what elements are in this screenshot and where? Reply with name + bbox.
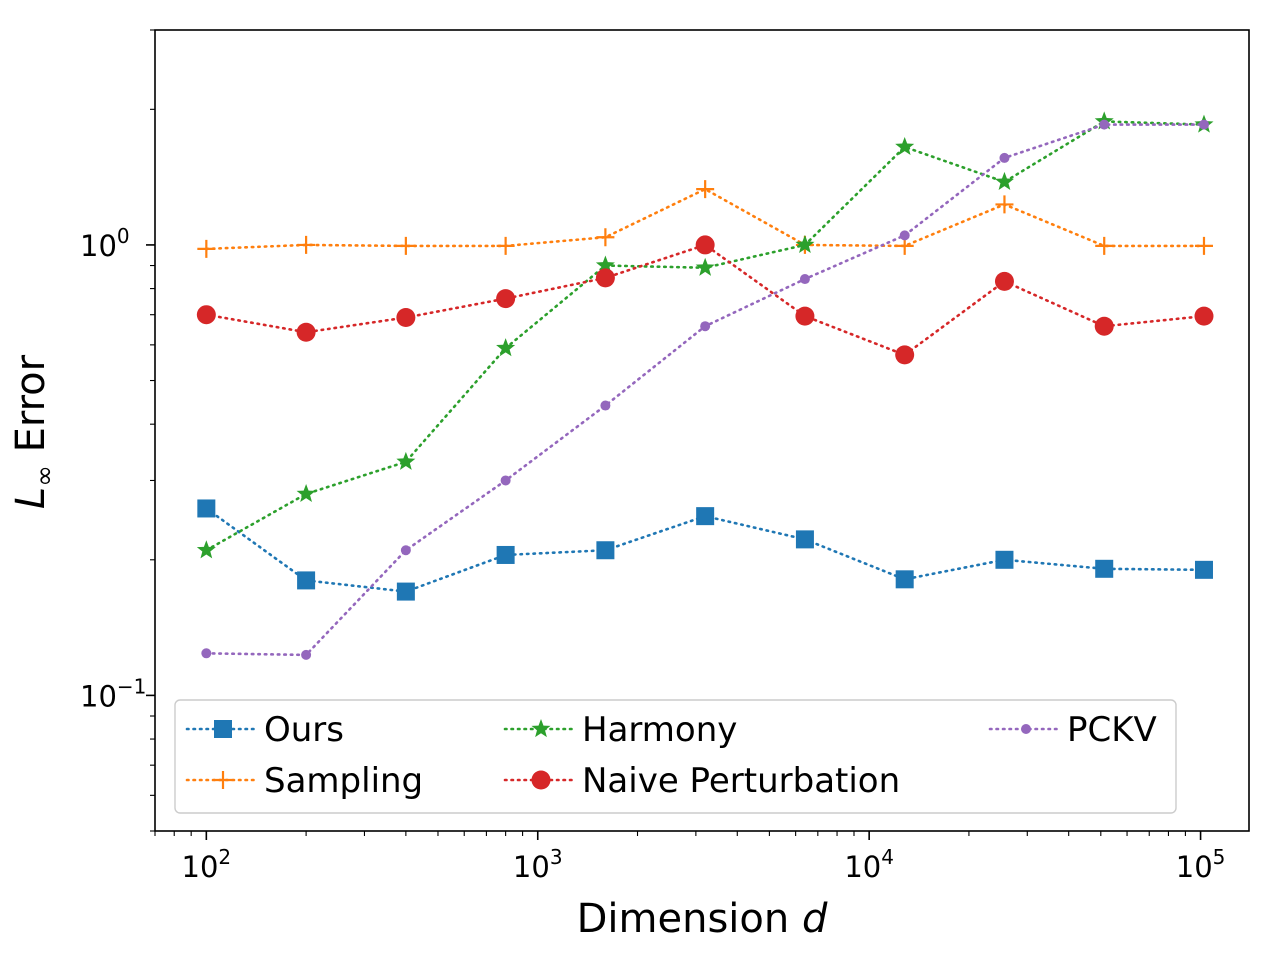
data-point-pckv [201, 648, 212, 659]
data-point-naive-perturbation [396, 308, 416, 328]
data-point-sampling [596, 228, 615, 247]
data-point-pckv [600, 400, 611, 411]
y-axis-title-group: L∞ Error [8, 354, 60, 509]
series-ours [197, 499, 1213, 601]
data-point-sampling [396, 236, 415, 255]
legend-marker-naive-perturbation [531, 770, 551, 790]
data-point-harmony [695, 257, 715, 276]
data-point-ours [696, 507, 715, 526]
data-point-sampling [496, 236, 515, 255]
data-point-harmony [595, 255, 615, 274]
data-point-ours [1095, 559, 1114, 578]
legend-item-ours: Ours [185, 710, 344, 750]
data-point-naive-perturbation [1094, 316, 1114, 336]
data-point-naive-perturbation [496, 289, 516, 309]
data-point-naive-perturbation [1194, 306, 1214, 326]
legend-item-pckv: PCKV [988, 710, 1157, 750]
plot-frame [154, 29, 1250, 832]
data-point-harmony [795, 234, 815, 254]
data-point-pckv [899, 230, 910, 241]
data-point-harmony [994, 171, 1014, 191]
legend-marker-ours [214, 720, 232, 738]
legend: Ours Sampling Harmony Naive Perturbation PCK… [174, 699, 1177, 814]
data-point-ours [396, 582, 415, 601]
series-sampling [197, 180, 1213, 258]
x-tick-label: 105 [1176, 845, 1226, 884]
tick-layer: 102 103 104 105 10−1 100 [80, 29, 1226, 884]
x-tick-label: 103 [513, 845, 563, 884]
data-point-ours [1194, 560, 1213, 579]
x-tick-label: 102 [182, 845, 232, 884]
legend-item-sampling: Sampling [185, 761, 423, 801]
y-axis-title: L∞ Error [8, 354, 60, 509]
data-point-sampling [1194, 236, 1213, 255]
data-point-harmony [496, 338, 516, 357]
y-tick-label: 100 [80, 224, 130, 263]
data-point-harmony [196, 540, 216, 559]
legend-label-harmony: Harmony [582, 710, 737, 750]
data-point-pckv [799, 274, 810, 285]
data-point-naive-perturbation [695, 235, 715, 255]
data-point-harmony [396, 451, 416, 470]
legend-marker-pckv [1021, 724, 1031, 734]
data-point-ours [197, 499, 216, 518]
data-point-ours [297, 571, 316, 590]
legend-label-naive-perturbation: Naive Perturbation [582, 761, 900, 801]
data-point-pckv [700, 321, 711, 332]
data-point-naive-perturbation [296, 322, 316, 342]
legend-marker-sampling [214, 771, 232, 789]
data-point-pckv [301, 649, 312, 660]
series-layer [196, 111, 1214, 660]
data-point-harmony [895, 136, 915, 156]
data-point-sampling [297, 235, 316, 254]
y-tick-label: 10−1 [80, 674, 146, 713]
data-point-harmony [296, 483, 316, 503]
legend-label-ours: Ours [264, 710, 344, 750]
legend-label-pckv: PCKV [1067, 710, 1157, 750]
data-point-ours [995, 550, 1014, 569]
data-point-ours [596, 541, 615, 560]
data-point-pckv [1099, 119, 1110, 130]
data-point-ours [895, 570, 914, 589]
data-point-naive-perturbation [795, 306, 815, 326]
series-line-naive-perturbation [205, 243, 1206, 357]
data-point-pckv [400, 545, 411, 556]
data-point-naive-perturbation [196, 305, 216, 325]
data-point-pckv [1198, 119, 1209, 130]
data-point-pckv [999, 152, 1010, 163]
data-point-sampling [1095, 236, 1114, 255]
legend-item-harmony: Harmony [503, 710, 737, 750]
series-pckv [201, 119, 1209, 660]
data-point-sampling [197, 239, 216, 258]
data-point-ours [496, 545, 515, 564]
data-point-naive-perturbation [895, 345, 915, 365]
data-point-pckv [500, 475, 511, 486]
x-tick-label: 104 [844, 845, 894, 884]
data-point-sampling [696, 180, 715, 199]
legend-item-naive-perturbation: Naive Perturbation [503, 761, 900, 801]
data-point-naive-perturbation [595, 268, 615, 288]
data-point-ours [795, 530, 814, 549]
series-naive-perturbation [196, 235, 1214, 365]
data-point-sampling [995, 195, 1014, 214]
legend-marker-harmony [531, 719, 551, 738]
legend-label-sampling: Sampling [264, 761, 423, 801]
data-point-naive-perturbation [994, 271, 1014, 291]
x-axis-title: Dimension d [577, 896, 828, 942]
legend-box [174, 699, 1177, 814]
